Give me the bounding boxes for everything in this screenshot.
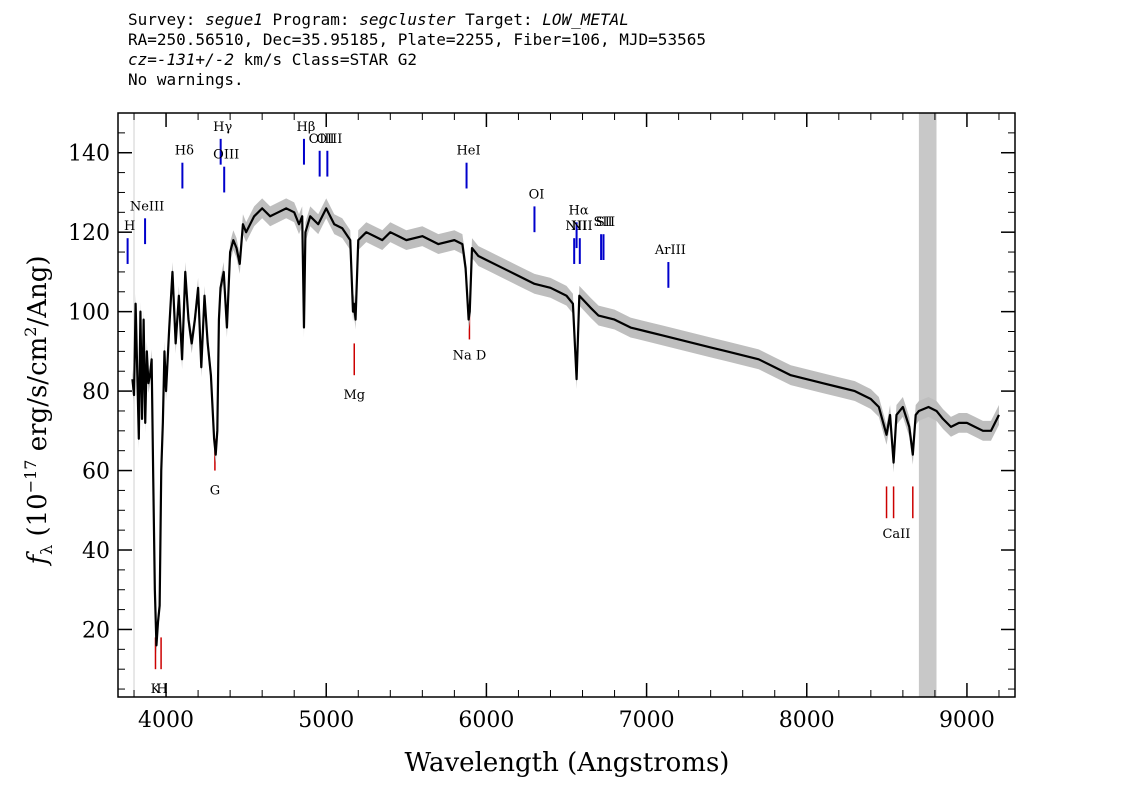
- emission-line-label: SII: [596, 215, 615, 230]
- header-line-1: Survey: segue1 Program: segcluster Targe…: [128, 10, 706, 30]
- emission-line-label: SII: [594, 215, 613, 230]
- y-tick-label: 20: [82, 618, 110, 643]
- emission-line-label: Hγ: [213, 120, 232, 135]
- y-tick-label: 60: [82, 460, 110, 485]
- spectrum-data-layer: [131, 198, 1000, 656]
- target-value: LOW_METAL: [542, 10, 629, 29]
- x-tick-label: 5000: [298, 708, 354, 733]
- emission-line-label: Hβ: [297, 120, 316, 135]
- header-line-3: cz=-131+/-2 km/s Class=STAR G2: [128, 50, 706, 70]
- x-tick-label: 4000: [138, 708, 194, 733]
- emission-line-label: OIII: [316, 132, 342, 147]
- cz-value: cz=-131+/-2: [128, 50, 234, 69]
- survey-label: Survey:: [128, 10, 206, 29]
- header: Survey: segue1 Program: segcluster Targe…: [128, 10, 706, 90]
- absorption-line-label: K: [151, 682, 161, 697]
- x-tick-label: 7000: [619, 708, 675, 733]
- y-tick-label: 140: [68, 142, 110, 167]
- plot-frame: [117, 112, 1016, 698]
- x-axis-title: Wavelength (Angstroms): [405, 748, 730, 778]
- absorption-line-label: Na D: [453, 348, 487, 363]
- survey-value: segue1: [205, 10, 263, 29]
- x-tick-label: 8000: [779, 708, 835, 733]
- axes-layer: 4000 5000 6000 7000 8000 9000 20 40 60 80 100 120 14…: [68, 112, 1016, 733]
- spectral-lines-layer: HNeIIIHδHγOIIIHβOIIIOIIIHeIOINIIHαNIISII…: [124, 120, 914, 697]
- header-line-2: RA=250.56510, Dec=35.95185, Plate=2255, …: [128, 30, 706, 49]
- x-tick-label: 9000: [939, 708, 995, 733]
- emission-line-label: OIII: [309, 132, 335, 147]
- header-line-4: No warnings.: [128, 70, 244, 89]
- y-tick-label: 80: [82, 380, 110, 405]
- y-tick-label: 40: [82, 539, 110, 564]
- absorption-line-label: H: [156, 682, 167, 697]
- absorption-line-label: Mg: [343, 388, 365, 403]
- emission-line-label: NII: [571, 219, 593, 234]
- program-value: segcluster: [359, 10, 456, 29]
- y-tick-label: 100: [68, 301, 110, 326]
- emission-line-label: ArIII: [654, 243, 686, 258]
- absorption-line-label: CaII: [882, 527, 910, 542]
- spectrum-error-band: [132, 198, 999, 656]
- emission-line-label: H: [124, 219, 135, 234]
- emission-line-label: Hδ: [175, 144, 194, 159]
- emission-line-label: HeI: [456, 144, 480, 159]
- class-text: km/s Class=STAR G2: [233, 50, 417, 69]
- y-tick-label: 120: [68, 221, 110, 246]
- target-label: Target:: [455, 10, 543, 29]
- emission-line-label: NeIII: [130, 199, 164, 214]
- x-tick-label: 6000: [458, 708, 514, 733]
- absorption-line-label: G: [210, 483, 220, 498]
- spectrum-line: [131, 207, 1000, 647]
- emission-line-label: OI: [529, 187, 545, 202]
- emission-line-label: Hα: [569, 203, 589, 218]
- emission-line-label: OIII: [213, 148, 239, 163]
- y-axis-title: fλ (10−17 erg/s/cm2/Ang): [21, 255, 56, 566]
- program-label: Program:: [262, 10, 360, 29]
